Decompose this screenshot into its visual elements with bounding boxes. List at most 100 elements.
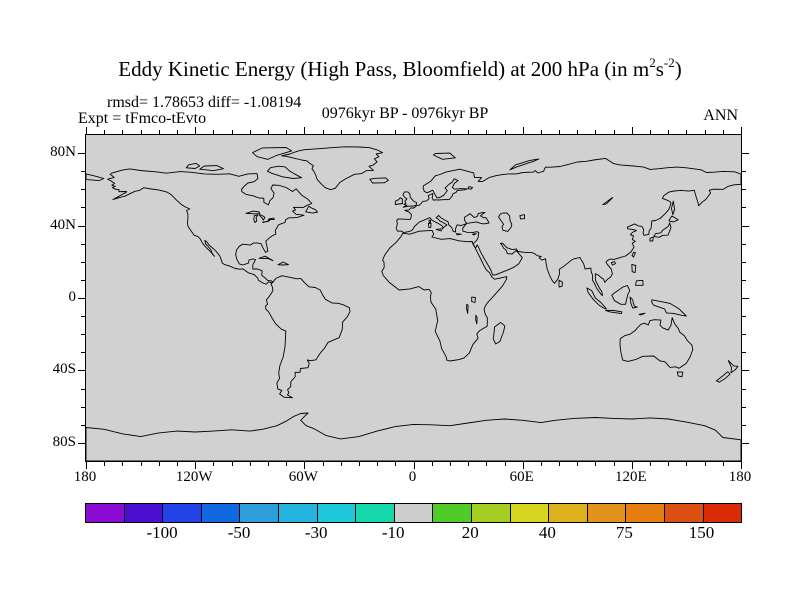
lon-tick bbox=[741, 462, 742, 469]
lat-tick bbox=[78, 298, 85, 299]
lon-tick bbox=[722, 462, 724, 466]
lat-tick bbox=[742, 406, 746, 408]
lon-tick-label: 120E bbox=[614, 469, 647, 485]
lon-tick bbox=[668, 130, 670, 134]
colorbar-cell bbox=[317, 504, 357, 522]
lon-tick bbox=[304, 127, 306, 134]
lon-tick bbox=[377, 462, 379, 466]
coastline-path bbox=[466, 303, 469, 314]
lon-tick bbox=[449, 130, 451, 134]
lat-tick bbox=[81, 207, 85, 209]
colorbar-value-label: -100 bbox=[146, 523, 178, 542]
lon-tick bbox=[413, 127, 415, 134]
coastline-path bbox=[266, 165, 303, 179]
coastline-path bbox=[185, 162, 201, 169]
lon-tick bbox=[504, 462, 506, 466]
lon-tick bbox=[158, 462, 160, 466]
lon-tick bbox=[650, 462, 651, 466]
lon-tick bbox=[86, 127, 87, 134]
lat-tick bbox=[742, 225, 749, 227]
lon-tick bbox=[668, 462, 670, 466]
lon-tick bbox=[413, 462, 415, 469]
coastline-path bbox=[519, 214, 525, 220]
coastline-path bbox=[394, 197, 404, 205]
title-close-paren: ) bbox=[674, 57, 682, 81]
lon-tick-label: 180 bbox=[728, 469, 752, 485]
coastline-path bbox=[281, 146, 384, 191]
coastline-path bbox=[277, 261, 289, 266]
coastline-path bbox=[369, 177, 389, 184]
colorbar-value-label: 150 bbox=[688, 523, 715, 542]
lat-tick bbox=[81, 406, 85, 408]
coastline-path bbox=[629, 296, 638, 309]
lat-tick bbox=[81, 388, 85, 390]
lon-tick bbox=[631, 462, 633, 469]
lon-tick bbox=[540, 462, 542, 466]
coastline-path bbox=[509, 158, 540, 171]
colorbar-value-label: -10 bbox=[381, 523, 405, 542]
lon-tick bbox=[122, 130, 124, 134]
colorbar-cell bbox=[703, 504, 742, 522]
coastline-path bbox=[433, 152, 456, 160]
coastline-path bbox=[435, 228, 442, 232]
colorbar-cell bbox=[278, 504, 318, 522]
lat-tick bbox=[742, 370, 749, 372]
lat-tick bbox=[742, 207, 746, 209]
lat-tick bbox=[81, 189, 85, 191]
lon-tick bbox=[686, 462, 688, 466]
lon-tick bbox=[213, 130, 215, 134]
lon-tick bbox=[686, 130, 688, 134]
lon-tick bbox=[104, 462, 106, 466]
colorbar-cell bbox=[86, 504, 125, 522]
lat-tick bbox=[81, 424, 85, 426]
lon-tick bbox=[613, 462, 615, 466]
coastline-path bbox=[611, 285, 631, 305]
coastline-path bbox=[402, 191, 418, 208]
coastline-path bbox=[455, 233, 462, 236]
coastline-path bbox=[649, 236, 654, 242]
lon-tick bbox=[577, 462, 579, 466]
lon-tick bbox=[377, 130, 379, 134]
lon-tick bbox=[358, 462, 360, 466]
colorbar-cell bbox=[510, 504, 550, 522]
lon-tick bbox=[486, 462, 488, 466]
lon-tick-label: 0 bbox=[408, 469, 417, 485]
coastline-path bbox=[267, 217, 275, 221]
lon-tick bbox=[267, 130, 269, 134]
title-superscript-2: 2 bbox=[649, 55, 656, 70]
lat-tick bbox=[742, 171, 746, 173]
lon-tick bbox=[559, 462, 561, 466]
lon-tick bbox=[249, 130, 251, 134]
lon-tick bbox=[322, 130, 324, 134]
lon-tick bbox=[522, 462, 524, 469]
coastline-path bbox=[631, 264, 637, 274]
coastline-path bbox=[635, 279, 644, 286]
coastline-path bbox=[305, 205, 319, 214]
title-units-s: s bbox=[655, 57, 664, 81]
coastline-path bbox=[653, 222, 672, 238]
lat-tick-label: 40S bbox=[52, 361, 76, 378]
coastline-path bbox=[427, 222, 432, 228]
coastline-path bbox=[492, 321, 506, 345]
lon-tick-label: 180 bbox=[73, 469, 97, 485]
lon-tick bbox=[86, 462, 87, 469]
colorbar-value-label: 40 bbox=[538, 523, 556, 542]
coastline-path bbox=[107, 168, 313, 285]
lat-tick bbox=[78, 153, 85, 155]
lon-tick bbox=[559, 130, 561, 134]
colorbar-value-label: 75 bbox=[615, 523, 633, 542]
colorbar-cell bbox=[356, 504, 395, 522]
lon-tick bbox=[358, 130, 360, 134]
lat-tick bbox=[81, 352, 85, 354]
coastline-path bbox=[475, 314, 478, 325]
lon-tick bbox=[286, 130, 288, 134]
lon-tick bbox=[395, 462, 397, 466]
lat-tick bbox=[742, 279, 746, 281]
lat-tick bbox=[78, 225, 85, 227]
lat-tick bbox=[81, 243, 85, 245]
lon-tick bbox=[449, 462, 451, 466]
lon-tick bbox=[304, 462, 306, 469]
coastline-path bbox=[467, 186, 474, 190]
lon-tick bbox=[577, 130, 579, 134]
